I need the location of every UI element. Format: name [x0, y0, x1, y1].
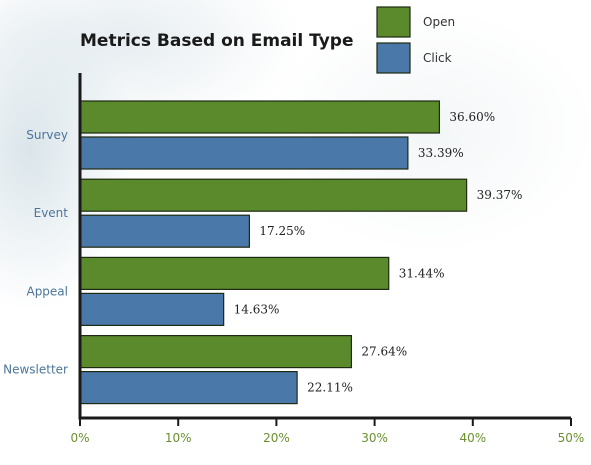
bar-survey-open — [79, 100, 441, 134]
chart-title: Metrics Based on Email Type — [80, 31, 354, 51]
data-label-event-open: 39.37% — [477, 188, 523, 202]
category-label-newsletter: Newsletter — [3, 363, 68, 377]
axes: 0% 10% 20% 30% 40% 50% — [70, 73, 584, 445]
data-label-survey-click: 33.39% — [418, 146, 464, 160]
data-label-survey-open: 36.60% — [449, 110, 495, 124]
legend-swatch-click — [376, 42, 411, 74]
data-label-appeal-open: 31.44% — [399, 266, 445, 280]
x-tick-label: 30% — [361, 431, 388, 445]
category-label-survey: Survey — [26, 128, 68, 142]
bar-survey-click — [79, 136, 409, 170]
data-label-newsletter-open: 27.64% — [361, 345, 407, 359]
bar-event-click — [79, 214, 250, 248]
x-tick-label: 40% — [459, 431, 486, 445]
legend: Open Click — [376, 6, 455, 74]
bar-newsletter-click — [79, 371, 298, 405]
bar-event-open — [79, 178, 468, 212]
x-tick-label: 50% — [558, 431, 585, 445]
legend-label-open: Open — [423, 15, 455, 29]
data-label-appeal-click: 14.63% — [234, 302, 280, 316]
x-tick-label: 0% — [70, 431, 89, 445]
category-label-appeal: Appeal — [26, 284, 68, 298]
legend-label-click: Click — [423, 51, 452, 65]
bar-appeal-open — [79, 256, 390, 290]
data-label-event-click: 17.25% — [259, 224, 305, 238]
bar-newsletter-open — [79, 335, 353, 369]
data-label-newsletter-click: 22.11% — [307, 381, 353, 395]
category-label-event: Event — [34, 206, 69, 220]
x-tick-label: 10% — [165, 431, 192, 445]
legend-swatch-open — [376, 6, 411, 38]
x-tick-label: 20% — [263, 431, 290, 445]
bar-appeal-click — [79, 292, 225, 326]
